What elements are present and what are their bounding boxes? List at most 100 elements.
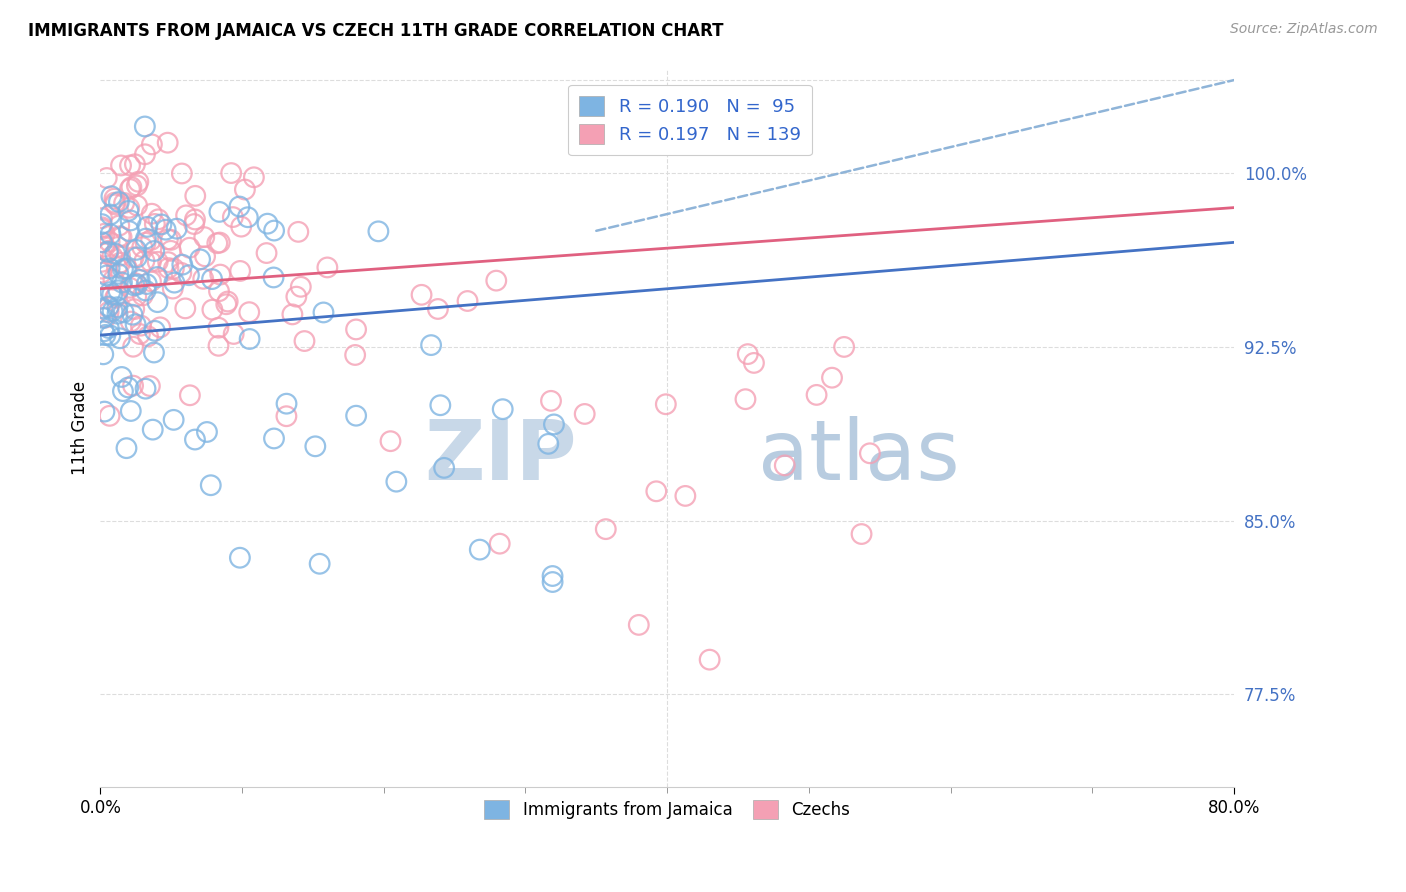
Point	[93, 227, 115, 241]
Point	[118, 182, 141, 196]
Point	[287, 225, 309, 239]
Point	[112, 305, 135, 319]
Point	[142, 345, 165, 359]
Point	[96, 268, 118, 283]
Point	[426, 301, 449, 316]
Point	[104, 195, 127, 210]
Point	[207, 339, 229, 353]
Text: IMMIGRANTS FROM JAMAICA VS CZECH 11TH GRADE CORRELATION CHART: IMMIGRANTS FROM JAMAICA VS CZECH 11TH GR…	[28, 22, 724, 40]
Point	[217, 294, 239, 309]
Point	[263, 432, 285, 446]
Point	[110, 158, 132, 172]
Point	[98, 285, 121, 299]
Point	[120, 180, 142, 194]
Point	[98, 235, 121, 249]
Point	[156, 136, 179, 150]
Point	[91, 211, 114, 226]
Point	[485, 274, 508, 288]
Point	[429, 398, 451, 412]
Point	[742, 356, 765, 370]
Point	[540, 393, 562, 408]
Point	[108, 194, 131, 209]
Point	[574, 407, 596, 421]
Point	[93, 240, 115, 254]
Point	[420, 338, 443, 352]
Point	[179, 388, 201, 402]
Point	[101, 249, 124, 263]
Point	[148, 212, 170, 227]
Point	[118, 158, 141, 172]
Point	[136, 329, 159, 343]
Point	[142, 423, 165, 437]
Text: atlas: atlas	[758, 416, 959, 497]
Point	[141, 137, 163, 152]
Point	[155, 223, 177, 237]
Point	[118, 281, 141, 295]
Point	[170, 166, 193, 180]
Point	[125, 277, 148, 291]
Point	[236, 211, 259, 225]
Point	[108, 229, 131, 244]
Point	[219, 166, 242, 180]
Point	[201, 302, 224, 317]
Point	[100, 189, 122, 203]
Legend: Immigrants from Jamaica, Czechs: Immigrants from Jamaica, Czechs	[478, 793, 856, 826]
Point	[488, 536, 510, 550]
Point	[276, 409, 298, 424]
Point	[146, 270, 169, 285]
Point	[294, 334, 316, 348]
Point	[134, 147, 156, 161]
Point	[228, 200, 250, 214]
Point	[143, 324, 166, 338]
Point	[122, 378, 145, 392]
Point	[135, 382, 157, 396]
Point	[98, 409, 121, 423]
Point	[100, 227, 122, 242]
Point	[231, 219, 253, 234]
Point	[91, 310, 114, 325]
Point	[118, 201, 141, 215]
Point	[344, 409, 367, 423]
Point	[457, 293, 479, 308]
Point	[238, 305, 260, 319]
Point	[129, 326, 152, 341]
Point	[543, 417, 565, 432]
Point	[773, 458, 796, 473]
Point	[160, 233, 183, 247]
Point	[112, 196, 135, 211]
Point	[90, 222, 112, 236]
Point	[115, 261, 138, 276]
Point	[159, 244, 181, 258]
Point	[131, 240, 153, 254]
Point	[193, 272, 215, 286]
Point	[91, 235, 114, 250]
Point	[125, 198, 148, 212]
Point	[104, 291, 127, 305]
Point	[122, 340, 145, 354]
Point	[184, 212, 207, 227]
Point	[256, 246, 278, 260]
Point	[103, 192, 125, 206]
Point	[117, 380, 139, 394]
Point	[121, 308, 143, 322]
Point	[94, 327, 117, 342]
Point	[832, 340, 855, 354]
Point	[157, 261, 180, 276]
Point	[188, 252, 211, 267]
Point	[97, 321, 120, 335]
Point	[290, 280, 312, 294]
Point	[285, 290, 308, 304]
Point	[111, 276, 134, 290]
Point	[163, 261, 186, 276]
Point	[195, 425, 218, 439]
Point	[263, 223, 285, 237]
Point	[98, 328, 121, 343]
Point	[163, 413, 186, 427]
Point	[380, 434, 402, 449]
Point	[655, 397, 678, 411]
Point	[127, 277, 149, 292]
Point	[135, 277, 157, 291]
Point	[91, 301, 114, 316]
Point	[433, 461, 456, 475]
Point	[93, 404, 115, 418]
